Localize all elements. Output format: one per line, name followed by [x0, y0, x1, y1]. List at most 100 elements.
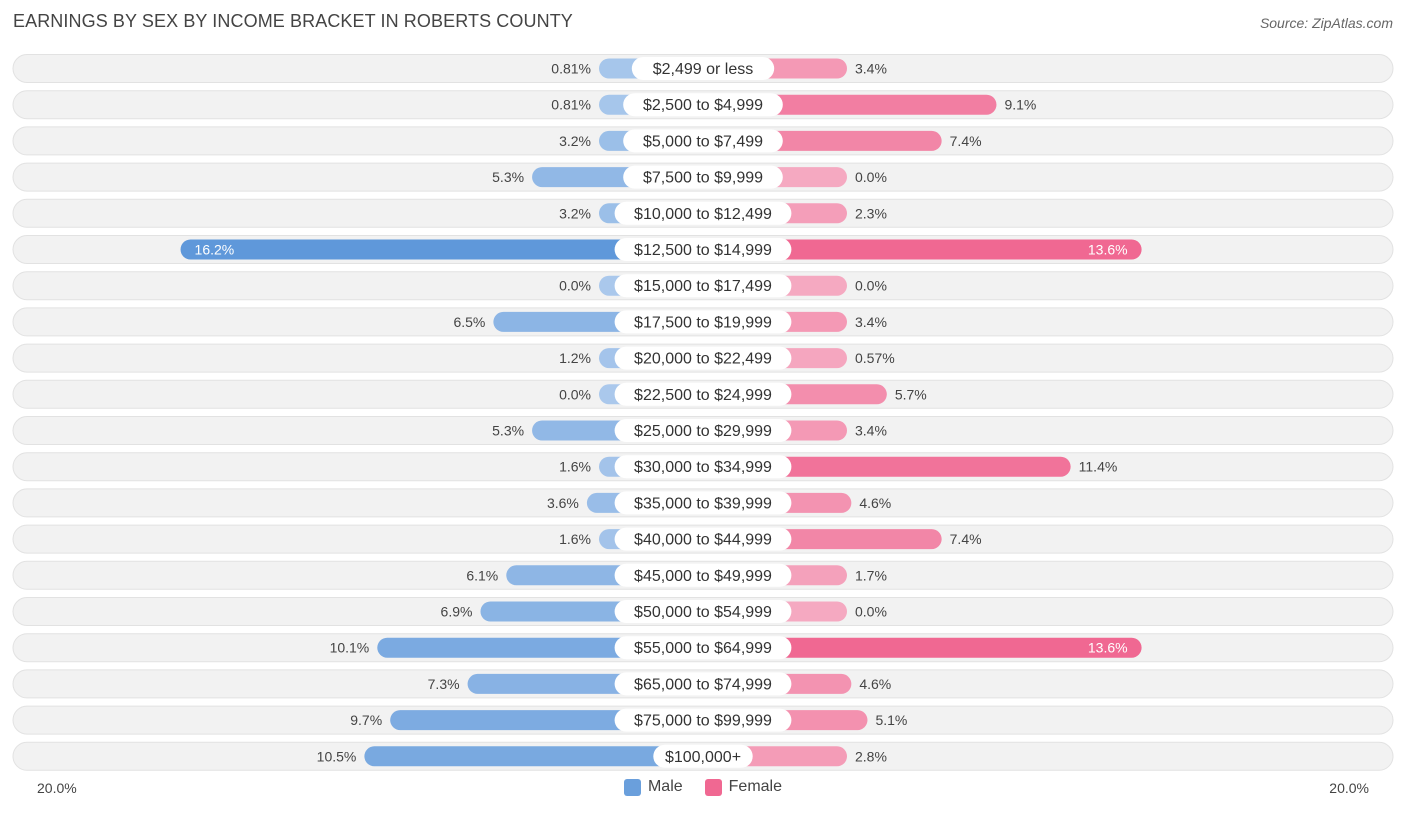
female-value-label: 5.7%: [895, 386, 927, 402]
legend-item-male[interactable]: Male: [623, 778, 683, 796]
category-label-pill: [614, 636, 792, 660]
category-label: $15,000 to $17,499: [634, 278, 772, 295]
bar-row: $15,000 to $17,499 0.0% 0.0%: [12, 271, 1394, 301]
male-value-label: 1.6%: [559, 459, 591, 475]
category-label: $45,000 to $49,999: [634, 568, 772, 585]
category-label: $50,000 to $54,999: [634, 604, 772, 621]
bar-row: $22,500 to $24,999 0.0% 5.7%: [12, 379, 1394, 409]
male-value-label: 0.81%: [551, 61, 591, 77]
category-label: $7,500 to $9,999: [643, 170, 763, 187]
category-label: $100,000+: [665, 749, 741, 766]
legend: Male Female: [0, 778, 1406, 796]
male-value-label: 1.2%: [559, 350, 591, 366]
female-value-label: 1.7%: [855, 567, 887, 583]
axis-left-label: 20.0%: [37, 780, 77, 796]
bar-row: $12,500 to $14,999 16.2% 13.6%: [12, 235, 1394, 264]
male-value-label: 5.3%: [492, 169, 524, 185]
male-bar[interactable]: [180, 239, 704, 260]
category-label-pill: [614, 274, 792, 298]
bar-row: $5,000 to $7,499 3.2% 7.4%: [12, 126, 1394, 156]
category-label: $2,500 to $4,999: [643, 97, 763, 114]
female-value-label: 4.6%: [859, 676, 891, 692]
category-label: $65,000 to $74,999: [634, 676, 772, 693]
female-value-label: 0.0%: [855, 278, 887, 294]
bar-row: $7,500 to $9,999 5.3% 0.0%: [12, 162, 1394, 192]
male-value-label: 1.6%: [559, 531, 591, 547]
category-label-pill: [653, 744, 753, 768]
female-value-label: 11.4%: [1079, 459, 1118, 475]
male-bar[interactable]: [364, 746, 703, 767]
category-label-pill: [623, 165, 783, 189]
male-value-label: 10.5%: [317, 748, 357, 764]
category-label-pill: [614, 346, 792, 370]
category-label: $40,000 to $44,999: [634, 532, 772, 549]
bar-row: $100,000+ 10.5% 2.8%: [12, 741, 1394, 771]
legend-swatch-male: [623, 778, 641, 796]
bar-row: $2,500 to $4,999 0.81% 9.1%: [12, 90, 1394, 120]
bar-row: $2,499 or less 0.81% 3.4%: [12, 54, 1394, 83]
category-label-pill: [614, 201, 792, 225]
male-value-label: 6.9%: [441, 604, 473, 620]
category-label-pill: [614, 672, 792, 696]
female-value-label: 5.1%: [875, 712, 907, 728]
category-label-pill: [631, 57, 775, 80]
category-label-pill: [614, 419, 792, 442]
category-label: $22,500 to $24,999: [634, 387, 772, 404]
legend-swatch-female: [704, 778, 722, 796]
legend-label-male: Male: [647, 778, 683, 795]
male-value-label: 5.3%: [492, 423, 524, 439]
female-value-label: 3.4%: [855, 61, 887, 77]
bar-row: $75,000 to $99,999 9.7% 5.1%: [12, 705, 1394, 735]
bar-row: $65,000 to $74,999 7.3% 4.6%: [12, 669, 1394, 699]
bar-row: $50,000 to $54,999 6.9% 0.0%: [12, 597, 1394, 626]
bar-row: $30,000 to $34,999 1.6% 11.4%: [12, 452, 1394, 482]
female-value-label: 0.0%: [855, 169, 887, 185]
male-value-label: 0.0%: [559, 278, 591, 294]
category-label-pill: [614, 455, 792, 479]
bar-row: $17,500 to $19,999 6.5% 3.4%: [12, 307, 1394, 337]
male-value-label: 3.6%: [547, 495, 579, 511]
legend-label-female: Female: [728, 778, 783, 795]
bar-row: $10,000 to $12,499 3.2% 2.3%: [12, 198, 1394, 228]
category-label-pill: [614, 238, 792, 261]
category-label-pill: [614, 310, 792, 334]
bar-row: $25,000 to $29,999 5.3% 3.4%: [12, 416, 1394, 445]
female-bar[interactable]: [703, 239, 1142, 260]
male-value-label: 16.2%: [195, 242, 235, 258]
category-label: $5,000 to $7,499: [643, 133, 763, 150]
female-bar[interactable]: [703, 637, 1142, 658]
category-label-pill: [614, 527, 792, 551]
category-label-pill: [623, 129, 783, 153]
female-value-label: 9.1%: [1004, 97, 1036, 113]
category-label-pill: [614, 600, 792, 623]
bar-row: $40,000 to $44,999 1.6% 7.4%: [12, 524, 1394, 554]
male-value-label: 3.2%: [559, 205, 591, 221]
category-label: $2,499 or less: [653, 61, 754, 78]
bar-row: $20,000 to $22,499 1.2% 0.57%: [12, 343, 1394, 373]
legend-item-female[interactable]: Female: [704, 778, 783, 796]
female-value-label: 13.6%: [1088, 640, 1128, 656]
category-label: $55,000 to $64,999: [634, 640, 772, 657]
female-value-label: 3.4%: [855, 314, 887, 330]
category-label-pill: [614, 708, 792, 732]
female-value-label: 0.57%: [855, 350, 895, 366]
female-value-label: 7.4%: [950, 133, 982, 149]
category-label: $17,500 to $19,999: [634, 314, 772, 331]
category-label: $12,500 to $14,999: [634, 242, 772, 259]
male-value-label: 7.3%: [428, 676, 460, 692]
bar-row: $45,000 to $49,999 6.1% 1.7%: [12, 560, 1394, 590]
male-value-label: 0.81%: [551, 97, 591, 113]
female-value-label: 4.6%: [859, 495, 891, 511]
category-label: $10,000 to $12,499: [634, 206, 772, 223]
female-bar[interactable]: [703, 456, 1071, 477]
category-label: $20,000 to $22,499: [634, 351, 772, 368]
bar-row: $35,000 to $39,999 3.6% 4.6%: [12, 488, 1394, 518]
male-value-label: 9.7%: [350, 712, 382, 728]
female-value-label: 13.6%: [1088, 242, 1128, 258]
category-label-pill: [614, 491, 792, 515]
male-value-label: 10.1%: [330, 640, 370, 656]
male-value-label: 6.5%: [453, 314, 485, 330]
category-label-pill: [614, 563, 792, 587]
male-value-label: 0.0%: [559, 386, 591, 402]
